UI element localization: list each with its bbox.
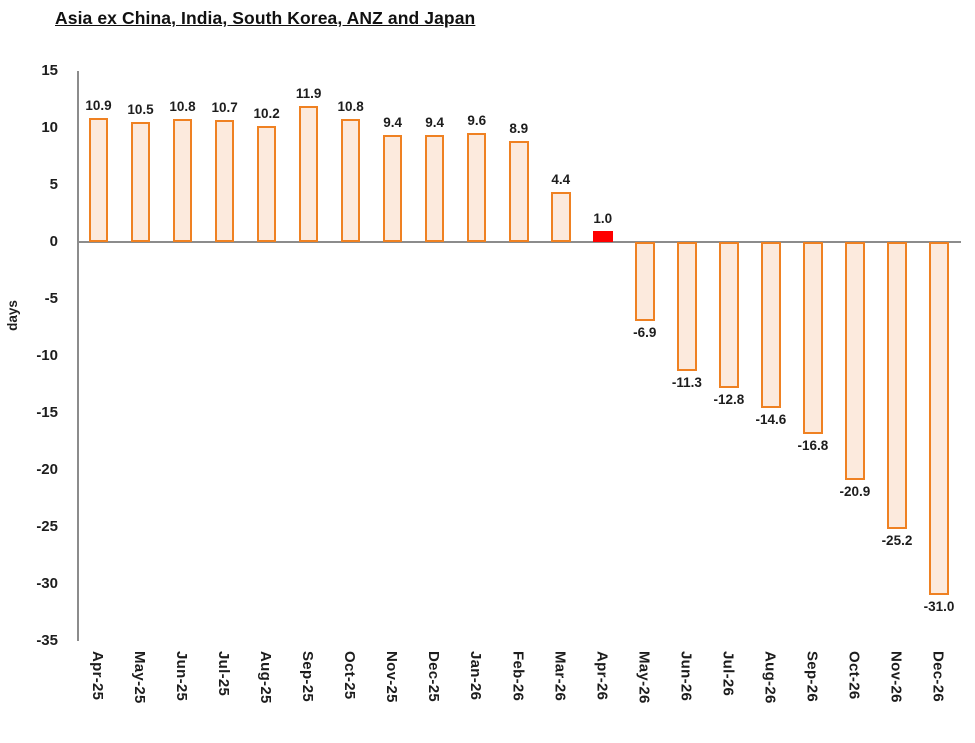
y-tick-label: 5 — [49, 176, 58, 193]
data-label: 8.9 — [509, 120, 529, 136]
bar — [845, 242, 865, 481]
y-tick-label: 10 — [41, 119, 58, 136]
bar — [551, 191, 571, 242]
data-label: -20.9 — [839, 484, 871, 500]
bar — [172, 118, 193, 242]
y-tick-label: -10 — [36, 347, 58, 364]
x-tick-label: Sep-26 — [803, 651, 821, 702]
data-label: -12.8 — [713, 391, 745, 407]
bar — [130, 122, 151, 242]
data-label: 9.4 — [425, 114, 445, 130]
bar — [382, 134, 403, 242]
x-tick-label: Apr-25 — [89, 651, 106, 701]
x-tick-label: Jul-25 — [215, 651, 233, 697]
y-axis-line — [77, 71, 79, 641]
bar — [887, 242, 907, 530]
bar-highlight — [593, 230, 613, 242]
x-tick-label: Nov-25 — [383, 651, 401, 703]
x-tick-label: Sep-25 — [299, 651, 317, 702]
data-label: -6.9 — [633, 324, 657, 340]
x-tick-label: Apr-26 — [593, 651, 611, 701]
x-tick-label: Jun-25 — [173, 651, 191, 702]
x-tick-label: Oct-25 — [341, 651, 359, 700]
data-label: 10.7 — [211, 100, 238, 116]
bar — [803, 242, 823, 434]
x-tick-label: Dec-25 — [425, 651, 443, 702]
x-tick-label: Jun-26 — [677, 651, 695, 702]
data-label: 10.2 — [253, 105, 280, 121]
y-tick-label: -15 — [36, 404, 58, 421]
y-tick-label: -5 — [44, 290, 58, 307]
data-label: 9.4 — [383, 114, 403, 130]
bar — [340, 118, 361, 242]
data-label: -11.3 — [671, 374, 702, 390]
data-label: -25.2 — [881, 533, 913, 549]
y-tick-label: 15 — [41, 62, 58, 79]
data-label: 10.8 — [169, 98, 196, 114]
y-tick-label: -20 — [36, 461, 58, 478]
x-tick-label: Dec-26 — [929, 651, 947, 702]
chart-title: Asia ex China, India, South Korea, ANZ a… — [55, 8, 476, 28]
bar — [298, 106, 319, 242]
x-tick-label: Jan-26 — [467, 651, 485, 701]
bar — [719, 242, 739, 388]
bar — [466, 132, 487, 242]
data-label: -16.8 — [797, 437, 829, 453]
data-label: 10.5 — [127, 102, 154, 118]
y-tick-label: 0 — [49, 233, 58, 250]
x-tick-label: Jul-26 — [719, 651, 737, 697]
bar — [424, 134, 445, 242]
bar — [214, 120, 235, 242]
x-tick-label: Aug-25 — [257, 651, 275, 704]
data-label: 10.9 — [85, 97, 112, 113]
bar — [677, 242, 697, 371]
y-tick-label: -30 — [36, 575, 58, 592]
x-tick-label: May-25 — [131, 651, 149, 704]
data-label: 10.8 — [337, 98, 364, 114]
y-tick-label: -35 — [36, 632, 58, 649]
x-tick-label: May-26 — [635, 651, 653, 704]
x-tick-label: Nov-26 — [887, 651, 905, 703]
x-tick-label: Feb-26 — [509, 651, 527, 702]
x-tick-label: Oct-26 — [845, 651, 863, 700]
bar — [635, 242, 655, 321]
data-label: -14.6 — [755, 412, 787, 428]
data-label: 1.0 — [593, 210, 613, 226]
x-tick-label: Aug-26 — [761, 651, 779, 704]
bar — [88, 117, 109, 242]
bar — [256, 125, 277, 242]
bar — [509, 140, 529, 242]
bar — [929, 242, 949, 596]
data-label: -31.0 — [923, 599, 955, 615]
bar — [761, 242, 781, 409]
x-tick-label: Mar-26 — [551, 651, 569, 702]
data-label: 9.6 — [467, 112, 487, 128]
data-label: 4.4 — [551, 171, 571, 187]
data-label: 11.9 — [295, 86, 322, 102]
y-tick-label: -25 — [36, 518, 58, 535]
